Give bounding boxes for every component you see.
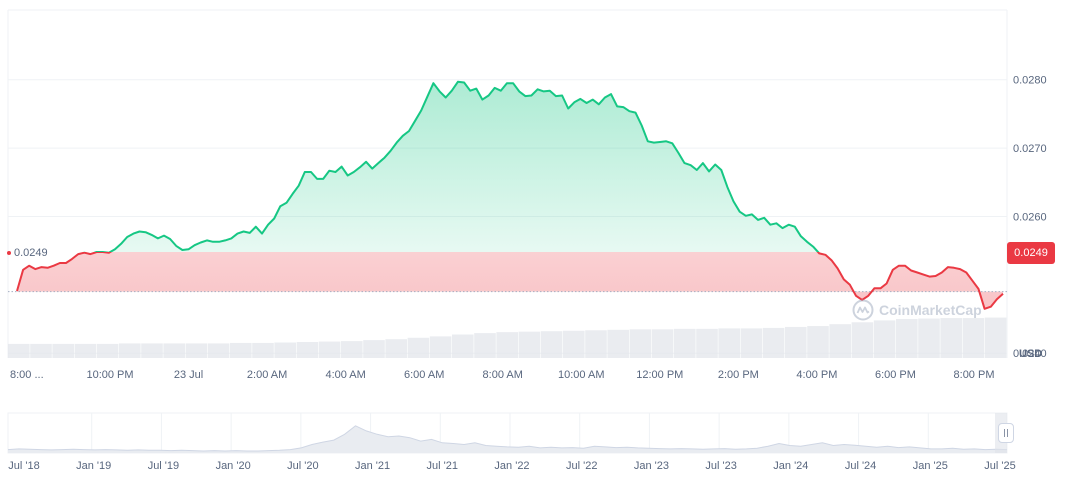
volume-bar [896, 318, 918, 358]
navigator-x-tick-label: Jan '22 [494, 460, 529, 472]
volume-bar [30, 343, 52, 358]
volume-bar [185, 343, 208, 358]
navigator-x-tick-label: Jan '23 [634, 460, 669, 472]
volume-bar [163, 343, 185, 358]
volume-bar [252, 342, 274, 358]
y-tick-label: 0.0260 [1013, 211, 1047, 223]
navigator-x-axis: Jul '18 Jan '19 Jul '19 Jan '20 Jul '20 Jan '… [8, 460, 1015, 472]
volume-bar [696, 328, 718, 358]
price-line-up [82, 80, 820, 252]
volume-bar [429, 336, 452, 358]
volume-bar [207, 343, 230, 358]
watermark: CoinMarketCap [852, 299, 982, 321]
x-tick-label: 2:00 AM [247, 369, 287, 381]
y-tick-label: 0.0270 [1013, 143, 1047, 155]
volume-bar [984, 317, 1007, 358]
volume-bar [785, 326, 807, 358]
coinmarketcap-logo-icon [852, 299, 874, 321]
x-tick-label: 8:00 PM [954, 369, 995, 381]
volume-bar [674, 328, 696, 358]
y-tick-label: 0.0240 [1013, 348, 1047, 360]
navigator-x-tick-label: Jul '25 [984, 460, 1015, 472]
price-line [16, 80, 1004, 310]
volume-bar [496, 332, 518, 358]
volume-bar [540, 331, 563, 358]
navigator-x-tick-label: Jul '19 [148, 460, 179, 472]
volume-bar [119, 343, 141, 358]
up-area [96, 81, 819, 252]
volume-bar [74, 343, 97, 358]
volume-bar [52, 343, 74, 358]
volume-bar [962, 318, 985, 358]
navigator-handle[interactable] [998, 423, 1014, 443]
x-tick-label: 8:00 AM [483, 369, 523, 381]
volume-bar [518, 331, 541, 358]
volume-bar [141, 343, 163, 358]
volume-bar [651, 329, 674, 358]
navigator-x-tick-label: Jul '18 [8, 460, 39, 472]
volume-bar [629, 329, 652, 358]
volume-bar [341, 341, 363, 358]
navigator-x-tick-label: Jan '19 [76, 460, 111, 472]
y-axis: 0.0280 0.0270 0.0260 0.0240 [1013, 75, 1047, 360]
volume-bar [296, 342, 319, 358]
y-tick-label: 0.0280 [1013, 75, 1047, 87]
navigator[interactable] [7, 412, 1008, 454]
volume-bar [230, 342, 252, 358]
currency-label: USD [1019, 348, 1043, 360]
navigator-x-tick-label: Jul '21 [427, 460, 458, 472]
price-line-down [16, 252, 1004, 310]
volume-bar [829, 324, 851, 358]
volume-bar [274, 342, 296, 358]
volume-bar [873, 320, 896, 358]
volume-bars [8, 317, 1007, 358]
volume-bar [452, 334, 474, 358]
navigator-x-tick-label: Jul '22 [566, 460, 597, 472]
x-tick-label: 4:00 AM [325, 369, 365, 381]
volume-bar [407, 337, 430, 358]
volume-bar [918, 318, 940, 358]
x-tick-label: 2:00 PM [718, 369, 759, 381]
navigator-x-tick-label: Jul '23 [705, 460, 736, 472]
x-tick-label: 6:00 AM [404, 369, 444, 381]
x-tick-label: 10:00 PM [86, 369, 133, 381]
x-tick-label: 6:00 PM [875, 369, 916, 381]
volume-bar [762, 327, 785, 358]
navigator-x-tick-label: Jan '20 [216, 460, 251, 472]
watermark-text: CoinMarketCap [879, 302, 982, 318]
volume-bar [585, 330, 607, 358]
x-tick-label: 23 Jul [174, 369, 203, 381]
volume-bar [318, 341, 341, 358]
down-area [17, 252, 1003, 309]
volume-bar [363, 340, 385, 358]
volume-bar [385, 339, 407, 358]
x-tick-label: 8:00 ... [10, 369, 44, 381]
baseline-label: 0.0249 [14, 247, 48, 259]
price-area [17, 81, 1003, 309]
navigator-x-tick-label: Jan '21 [355, 460, 390, 472]
volume-bar [807, 326, 829, 358]
volume-bar [474, 333, 496, 358]
volume-bar [96, 343, 119, 358]
x-tick-label: 4:00 PM [796, 369, 837, 381]
x-tick-label: 10:00 AM [558, 369, 604, 381]
x-axis: 8:00 ... 10:00 PM 23 Jul 2:00 AM 4:00 AM 6:00… [10, 369, 994, 381]
navigator-x-tick-label: Jan '24 [773, 460, 808, 472]
volume-bar [940, 318, 962, 358]
navigator-x-tick-label: Jan '25 [913, 460, 948, 472]
navigator-x-tick-label: Jul '20 [287, 460, 318, 472]
baseline-marker [7, 251, 11, 255]
volume-bar [607, 329, 629, 358]
navigator-line [7, 425, 1008, 452]
volume-bar [851, 322, 874, 358]
volume-bar [718, 328, 740, 358]
navigator-x-tick-label: Jul '24 [845, 460, 876, 472]
volume-bar [740, 328, 763, 358]
volume-bar [563, 330, 585, 358]
current-price-badge: 0.0249 [1007, 242, 1055, 264]
x-tick-label: 12:00 PM [636, 369, 683, 381]
volume-bar [8, 343, 30, 358]
navigator-area [8, 425, 1007, 453]
